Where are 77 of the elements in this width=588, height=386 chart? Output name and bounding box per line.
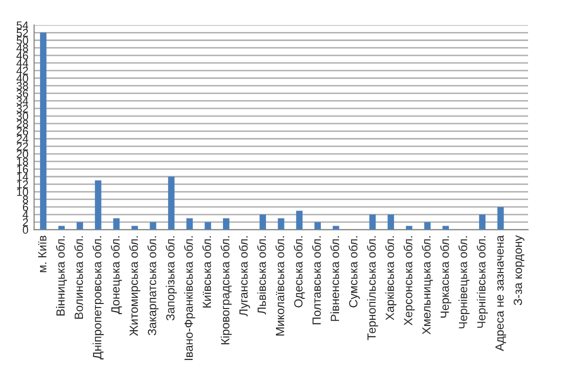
bar	[222, 218, 230, 230]
y-tick-label: 18	[17, 158, 28, 166]
x-tick-label: Львівська обл.	[257, 236, 266, 314]
x-tick-label: Житомирська обл.	[129, 236, 140, 336]
y-tick-label: 8	[22, 196, 28, 204]
x-tick-label: Вінницька обл.	[56, 236, 67, 316]
x-tick-label: Донецька обл.	[110, 236, 122, 314]
y-tick-label: 0	[22, 226, 28, 234]
bar	[388, 214, 394, 230]
x-tick-label: Волинська обл.	[74, 236, 84, 319]
y-tick-label: 36	[16, 90, 28, 98]
x-tick-label: Черкаська обл.	[440, 236, 452, 318]
y-tick-label: 16	[17, 165, 28, 174]
y-tick-label: 30	[16, 112, 28, 120]
y-tick-label: 22	[16, 142, 28, 150]
y-tick-label: 42	[16, 66, 28, 75]
bar	[94, 180, 102, 230]
y-tick-label: 26	[16, 127, 28, 136]
x-tick-label: Полтавська обл.	[312, 236, 321, 324]
x-tick-label: Чернігівська обл.	[476, 236, 488, 328]
bar	[497, 206, 504, 230]
x-tick-label: Сумська обл.	[348, 236, 360, 308]
bar	[314, 222, 321, 230]
x-tick-label: Запорізька обл.	[166, 236, 177, 320]
bar	[442, 226, 449, 230]
y-tick-label: 48	[16, 44, 28, 52]
x-tick-label: Дніпропетровська обл.	[92, 236, 104, 360]
y-tick-label: 44	[16, 59, 28, 67]
y-tick-label: 50	[16, 36, 28, 44]
bar	[40, 32, 46, 230]
x-tick-label: Хмельницька обл.	[422, 236, 433, 334]
x-tick-label: Тернопільська обл.	[366, 236, 378, 340]
y-tick-label: 46	[16, 52, 28, 60]
bar	[113, 218, 120, 230]
x-tick-label: Закарпатська обл.	[147, 236, 159, 336]
y-tick-label: 2	[22, 218, 28, 226]
x-tick-label: м. Київ	[38, 236, 46, 272]
y-tick-label: 20	[16, 150, 28, 158]
bar	[150, 222, 156, 230]
y-tick-label: 52	[16, 28, 28, 37]
bar	[479, 214, 486, 230]
bar	[204, 222, 212, 230]
y-tick-label: 38	[16, 82, 28, 90]
bar	[260, 214, 266, 230]
x-tick-label: Харківська обл.	[385, 236, 396, 320]
x-tick-label: Рівненська обл.	[330, 236, 340, 321]
y-tick-label: 54	[16, 21, 28, 30]
y-tick-label: 6	[22, 203, 28, 212]
x-tick-label: Івано-Франківська обл.	[184, 236, 196, 360]
bar	[424, 222, 431, 230]
y-tick-label: 24	[16, 135, 28, 143]
bar	[186, 218, 193, 230]
x-tick-label: Херсонська обл.	[404, 236, 415, 326]
bar	[278, 218, 284, 230]
y-tick-label: 14	[17, 173, 28, 181]
x-tick-label: Адреса не зазначена	[496, 235, 506, 352]
y-tick-label: 40	[16, 74, 28, 82]
bar	[406, 226, 412, 230]
bar	[369, 214, 376, 230]
x-tick-label: Кіровоградська обл.	[220, 236, 232, 344]
x-tick-label: Київська обл.	[202, 236, 212, 308]
y-tick-label: 10	[17, 188, 28, 196]
y-tick-label: 34	[16, 97, 28, 105]
x-tick-label: Луганська обл.	[238, 236, 250, 316]
x-tick-label: Чернівецька обл.	[458, 236, 470, 328]
bar	[76, 222, 84, 230]
y-tick-label: 12	[17, 180, 28, 188]
y-tick-label: 32	[16, 104, 28, 113]
bar	[132, 226, 138, 230]
bar	[332, 226, 340, 230]
x-tick-label: Миколаївська обл.	[275, 236, 284, 336]
x-tick-label: Одеська обл.	[294, 236, 305, 308]
y-tick-label: 28	[16, 120, 28, 128]
bar	[168, 176, 175, 230]
y-tick-label: 4	[22, 210, 28, 219]
bar	[296, 210, 303, 230]
x-tick-label: З-за кордону	[514, 235, 524, 306]
